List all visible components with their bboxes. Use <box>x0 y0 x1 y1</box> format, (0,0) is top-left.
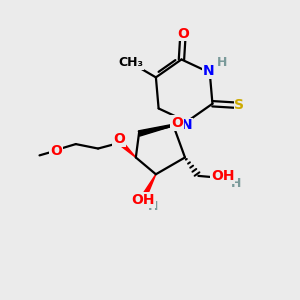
Text: O: O <box>113 132 125 146</box>
Text: OH: OH <box>211 169 235 183</box>
Text: O: O <box>177 27 189 40</box>
Text: H: H <box>231 177 241 190</box>
Text: N: N <box>181 118 193 132</box>
Text: H: H <box>217 56 227 69</box>
Polygon shape <box>138 122 187 136</box>
Polygon shape <box>142 174 156 197</box>
Text: N: N <box>202 64 214 78</box>
Polygon shape <box>119 141 136 158</box>
Text: O: O <box>171 116 183 130</box>
Text: CH₃: CH₃ <box>118 56 143 69</box>
Text: S: S <box>234 98 244 112</box>
Text: OH: OH <box>131 193 155 207</box>
Text: H: H <box>148 200 158 213</box>
Text: O: O <box>50 144 62 158</box>
